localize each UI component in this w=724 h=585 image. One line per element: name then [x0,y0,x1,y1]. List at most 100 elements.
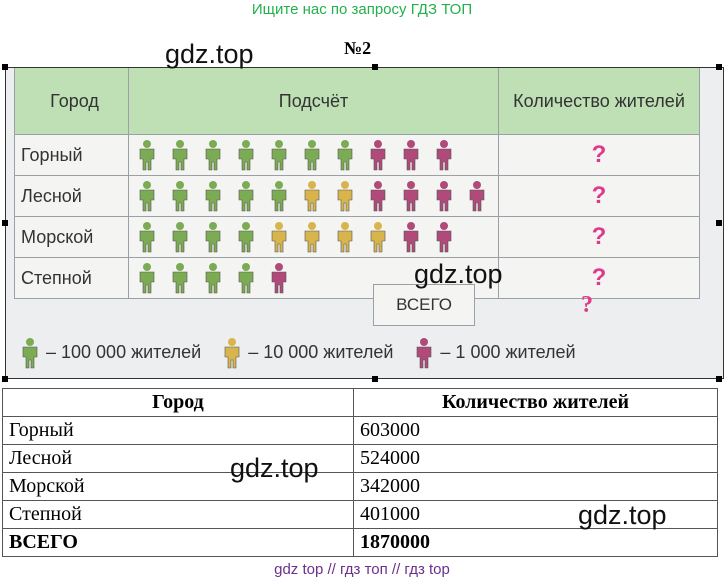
legend-text: – 100 000 жителей [46,341,202,362]
pictogram-cell [128,134,499,176]
population-pictogram-table: Город Подсчёт Количество жителей Горный … [14,67,700,299]
pictogram-cell [128,175,499,217]
answer-city: Морской [2,472,354,501]
yellow-person-icon [267,221,291,253]
legend-item: – 1 000 жителей [412,337,576,369]
green-person-icon [201,139,225,171]
resize-handle[interactable] [372,376,378,382]
resize-handle[interactable] [2,220,8,226]
task-number: №2 [344,38,372,58]
green-person-icon [135,180,159,212]
col-header-city: Город [14,67,129,135]
col-header-count: Подсчёт [128,67,499,135]
textbook-picture: Город Подсчёт Количество жителей Горный … [6,67,724,379]
green-person-icon [234,180,258,212]
pink-person-icon [399,221,423,253]
pink-person-icon [432,139,456,171]
green-person-icon [267,180,291,212]
pink-person-icon [412,337,436,369]
yellow-person-icon [300,221,324,253]
green-person-icon [234,139,258,171]
question-mark: ? [591,223,607,250]
resize-handle[interactable] [716,64,722,70]
green-person-icon [135,139,159,171]
answer-value: 603000 [353,416,718,445]
city-cell: Горный [14,134,129,176]
table-row: Морской 342000 [2,472,718,501]
unknown-count-cell: ? [498,257,700,299]
green-person-icon [135,262,159,294]
city-cell: Степной [14,257,129,299]
green-person-icon [234,262,258,294]
green-person-icon [168,139,192,171]
legend: – 100 000 жителей – 10 000 жителей – 1 0… [18,337,590,369]
answer-city: Степной [2,500,354,529]
search-hint-link[interactable]: Ищите нас по запросу ГДЗ ТОП [251,1,473,18]
answer-total-value: 1870000 [353,528,718,557]
answer-value: 524000 [353,444,718,473]
green-person-icon [168,180,192,212]
resize-handle[interactable] [716,220,722,226]
green-person-icon [234,221,258,253]
legend-text: – 1 000 жителей [440,341,576,362]
city-cell: Морской [14,216,129,258]
watermark: gdz.top [414,259,503,289]
answer-total-label: ВСЕГО [2,528,354,557]
pink-person-icon [432,221,456,253]
answer-header-city: Город [2,388,354,417]
resize-handle[interactable] [716,376,722,382]
green-person-icon [18,337,42,369]
answer-value: 342000 [353,472,718,501]
pink-person-icon [399,180,423,212]
green-person-icon [168,262,192,294]
table-row: Горный 603000 [2,416,718,445]
resize-handle[interactable] [372,64,378,70]
pink-person-icon [267,262,291,294]
yellow-person-icon [220,337,244,369]
resize-handle[interactable] [2,376,8,382]
green-person-icon [333,139,357,171]
pink-person-icon [399,139,423,171]
table-row: Лесной 524000 [2,444,718,473]
unknown-count-cell: ? [498,216,700,258]
watermark: gdz.top [578,500,667,530]
watermark: gdz.top [230,453,319,483]
col-header-people: Количество жителей [498,67,700,135]
yellow-person-icon [333,221,357,253]
yellow-person-icon [366,221,390,253]
total-question-mark: ? [581,292,593,318]
answer-header-count: Количество жителей [353,388,718,417]
green-person-icon [201,262,225,294]
yellow-person-icon [300,180,324,212]
unknown-count-cell: ? [498,134,700,176]
question-mark: ? [591,182,607,209]
table-row-total: ВСЕГО 1870000 [2,528,718,557]
answer-table: Город Количество жителей Горный 603000 Л… [2,388,718,557]
legend-item: – 100 000 жителей [18,337,201,369]
table-row: Степной 401000 [2,500,718,529]
watermark: gdz.top [165,39,254,69]
unknown-count-cell: ? [498,175,700,217]
footer-links[interactable]: gdz top // гдз топ // гдз top [274,561,450,578]
question-mark: ? [591,264,607,291]
green-person-icon [201,221,225,253]
question-mark: ? [591,141,607,168]
green-person-icon [168,221,192,253]
answer-city: Горный [2,416,354,445]
pictogram-cell [128,257,499,299]
pink-person-icon [465,180,489,212]
green-person-icon [300,139,324,171]
green-person-icon [267,139,291,171]
resize-handle[interactable] [2,64,8,70]
legend-text: – 10 000 жителей [248,341,394,362]
legend-item: – 10 000 жителей [220,337,393,369]
green-person-icon [201,180,225,212]
green-person-icon [135,221,159,253]
total-label: ВСЕГО [373,284,475,326]
city-cell: Лесной [14,175,129,217]
pink-person-icon [432,180,456,212]
pink-person-icon [366,180,390,212]
pictogram-cell [128,216,499,258]
answer-city: Лесной [2,444,354,473]
yellow-person-icon [333,180,357,212]
